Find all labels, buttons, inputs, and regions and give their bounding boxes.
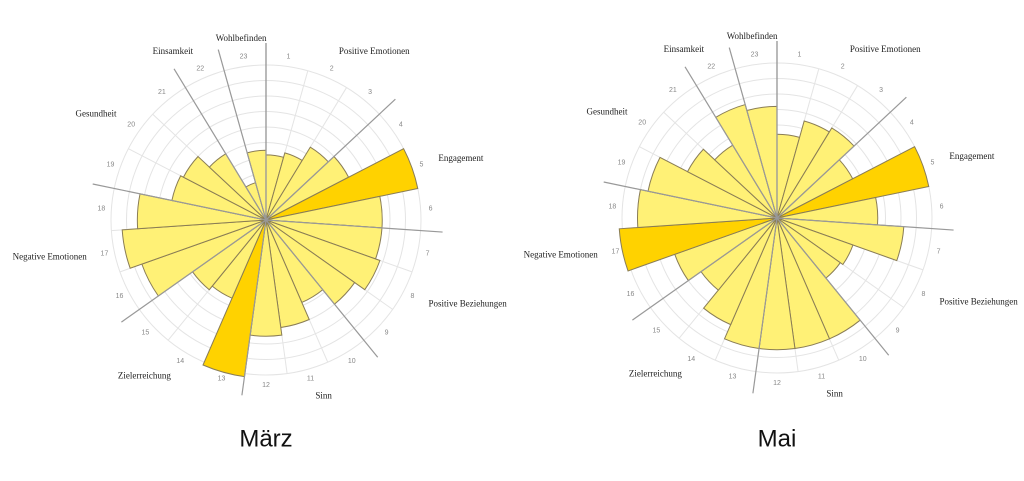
rose-chart: 1234567891011121314151617181920212223Pos… — [13, 33, 508, 453]
sector-label: 13 — [218, 376, 226, 383]
sector-label: 1 — [798, 51, 802, 58]
group-divider — [92, 183, 267, 221]
sector-label: 12 — [773, 380, 781, 387]
sector-label: 2 — [841, 64, 845, 71]
sector-label: 11 — [307, 376, 314, 383]
group-divider — [632, 217, 778, 321]
sector-label: 21 — [669, 87, 677, 94]
caption: März — [239, 425, 292, 452]
sector-label: 8 — [411, 293, 415, 300]
sector-label: 16 — [116, 293, 124, 300]
rose-chart: 1234567891011121314151617181920212223Pos… — [524, 31, 1019, 453]
group-divider — [684, 66, 778, 219]
group-divider — [603, 181, 778, 219]
sector-label: 3 — [368, 89, 372, 96]
sector-label: 19 — [618, 160, 626, 167]
sector-label: 11 — [818, 374, 825, 381]
group-label: Positive Emotionen — [339, 46, 410, 56]
group-divider — [265, 98, 396, 221]
sector-label: 4 — [910, 120, 914, 127]
sector-label: 1 — [287, 53, 291, 60]
sector-label: 18 — [97, 206, 105, 213]
sector-label: 23 — [240, 53, 248, 60]
sector-label: 6 — [940, 204, 944, 211]
group-label: Engagement — [438, 153, 483, 163]
bar — [265, 148, 419, 221]
group-divider — [776, 96, 907, 219]
group-label: Gesundheit — [75, 109, 116, 119]
group-label: Einsamkeit — [153, 46, 194, 56]
sector-label: 22 — [707, 64, 715, 71]
sector-label: 14 — [176, 358, 184, 365]
sector-label: 7 — [937, 248, 941, 255]
caption: Mai — [758, 425, 797, 452]
group-label: Negative Emotionen — [13, 251, 88, 261]
sector-label: 17 — [612, 248, 620, 255]
sector-label: 9 — [896, 327, 900, 334]
sector-label: 14 — [687, 356, 695, 363]
group-divider — [265, 219, 443, 233]
group-label: Positive Emotionen — [850, 44, 921, 54]
sector-label: 16 — [627, 291, 635, 298]
group-divider — [217, 49, 267, 221]
bar — [265, 219, 381, 291]
bar — [776, 217, 854, 266]
group-label: Zielerreichung — [629, 368, 682, 378]
sector-label: 13 — [729, 374, 737, 381]
sector-label: 10 — [348, 358, 356, 365]
group-label: Engagement — [949, 151, 994, 161]
group-divider — [121, 219, 267, 323]
group-divider — [752, 217, 778, 394]
sector-label: 4 — [399, 122, 403, 129]
group-divider — [173, 68, 267, 221]
sector-label: 15 — [653, 327, 661, 334]
sector-label: 5 — [420, 162, 424, 169]
group-label: Positive Beziehungen — [939, 296, 1018, 306]
group-divider — [776, 217, 890, 356]
sector-label: 22 — [196, 66, 204, 73]
group-divider — [241, 219, 267, 396]
sector-label: 20 — [638, 120, 646, 127]
sector-label: 5 — [931, 160, 935, 167]
sector-label: 8 — [922, 291, 926, 298]
sector-label: 21 — [158, 89, 166, 96]
sector-label: 19 — [107, 162, 115, 169]
group-label: Zielerreichung — [118, 370, 171, 380]
sector-label: 3 — [879, 87, 883, 94]
sector-label: 18 — [608, 204, 616, 211]
group-divider — [728, 47, 778, 219]
sector-label: 9 — [385, 329, 389, 336]
bar — [182, 155, 267, 221]
sector-label: 10 — [859, 356, 867, 363]
sector-label: 23 — [751, 51, 759, 58]
group-divider — [776, 217, 954, 231]
bar — [702, 217, 778, 326]
bar — [121, 219, 267, 269]
group-label: Positive Beziehungen — [428, 298, 507, 308]
bar — [618, 217, 778, 272]
group-divider — [265, 219, 379, 358]
group-label: Wohlbefinden — [727, 31, 778, 41]
sector-label: 7 — [426, 250, 430, 257]
sector-label: 17 — [101, 250, 109, 257]
sector-label: 20 — [127, 122, 135, 129]
sector-label: 2 — [330, 66, 334, 73]
sector-label: 15 — [142, 329, 150, 336]
group-label: Negative Emotionen — [524, 249, 599, 259]
group-label: Sinn — [315, 390, 332, 400]
bar — [776, 146, 930, 219]
sector-label: 6 — [429, 206, 433, 213]
group-label: Wohlbefinden — [216, 33, 267, 43]
group-label: Gesundheit — [586, 107, 627, 117]
bar — [686, 148, 778, 219]
sector-label: 12 — [262, 382, 270, 389]
group-label: Einsamkeit — [664, 44, 705, 54]
group-label: Sinn — [826, 388, 843, 398]
